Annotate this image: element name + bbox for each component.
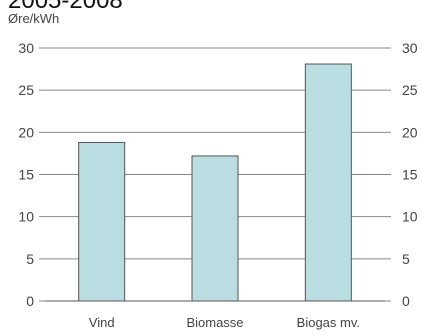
- left-y-tick-label: 15: [18, 167, 34, 183]
- right-y-tick-label: 10: [402, 209, 418, 225]
- right-y-tick-label: 5: [402, 251, 410, 267]
- bars: [78, 63, 352, 302]
- left-y-tick-label: 10: [18, 209, 34, 225]
- y-axis-unit-label: Øre/kWh: [8, 11, 59, 26]
- left-y-tick-label: 0: [26, 293, 34, 309]
- bar-biogas-mv: [304, 63, 352, 302]
- right-y-tick-label: 15: [402, 167, 418, 183]
- left-y-tick-label: 30: [18, 40, 34, 56]
- x-tick-label: Biomasse: [186, 315, 243, 330]
- right-y-tick-label: 20: [402, 124, 418, 140]
- bar-biomasse: [191, 155, 239, 302]
- right-y-tick-label: 25: [402, 82, 418, 98]
- left-y-tick-label: 5: [26, 251, 34, 267]
- left-y-tick-label: 20: [18, 124, 34, 140]
- right-y-axis: 0 5 10 15 20 25 30: [385, 40, 418, 309]
- right-y-tick-label: 0: [402, 293, 410, 309]
- left-y-axis: 0 5 10 15 20 25 30: [18, 40, 45, 309]
- chart-title: 2005-2008: [8, 0, 123, 14]
- x-tick-label: Biogas mv.: [297, 315, 360, 330]
- left-y-tick-label: 25: [18, 82, 34, 98]
- x-tick-label: Vind: [89, 315, 115, 330]
- right-y-tick-label: 30: [402, 40, 418, 56]
- bar-vind: [78, 141, 126, 302]
- x-axis: Vind Biomasse Biogas mv.: [45, 300, 385, 330]
